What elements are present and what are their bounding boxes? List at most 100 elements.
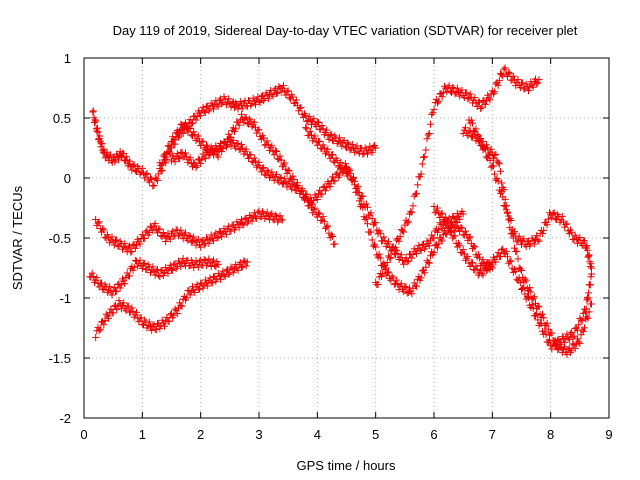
data-point	[91, 116, 99, 124]
data-point	[189, 119, 196, 127]
data-point	[298, 185, 306, 193]
data-point	[157, 162, 165, 170]
data-point	[173, 150, 181, 158]
data-point	[264, 95, 272, 103]
data-point	[204, 146, 212, 154]
data-point	[218, 233, 226, 241]
data-point	[417, 274, 425, 282]
data-point	[392, 244, 399, 252]
data-point	[109, 309, 117, 317]
data-point	[479, 137, 487, 145]
data-point	[459, 246, 467, 254]
data-point	[582, 243, 590, 251]
data-point	[368, 148, 376, 156]
data-point	[446, 222, 454, 230]
data-point	[207, 278, 215, 286]
data-point	[248, 217, 256, 225]
data-point	[473, 265, 481, 273]
data-point	[225, 270, 233, 278]
data-point	[366, 142, 374, 150]
data-point	[134, 262, 142, 270]
data-point	[379, 270, 387, 278]
data-point	[504, 253, 511, 261]
data-point	[113, 236, 121, 244]
data-point	[124, 244, 132, 252]
data-point	[500, 65, 508, 73]
data-point	[512, 267, 520, 275]
data-point	[315, 209, 322, 217]
data-point	[254, 209, 262, 217]
data-point	[129, 307, 137, 315]
data-point	[466, 127, 474, 135]
data-point	[551, 215, 559, 223]
data-point	[225, 222, 233, 230]
data-point	[425, 130, 433, 138]
data-point	[184, 236, 192, 244]
y-tick-label: -1	[59, 291, 71, 306]
data-point	[574, 335, 581, 343]
data-point	[186, 154, 194, 162]
data-point	[385, 238, 392, 246]
data-point	[94, 219, 102, 227]
data-point	[121, 280, 129, 288]
data-point	[276, 212, 284, 220]
data-point	[292, 96, 300, 104]
data-point	[396, 233, 404, 241]
data-point	[302, 124, 310, 132]
data-point	[127, 248, 135, 256]
data-point	[453, 84, 461, 92]
data-point	[166, 235, 174, 243]
data-point	[187, 238, 195, 246]
data-point	[187, 120, 195, 128]
data-point	[235, 146, 243, 154]
data-point	[527, 288, 535, 296]
data-point	[404, 218, 412, 226]
data-point	[89, 108, 97, 116]
data-point	[500, 185, 508, 193]
data-point	[319, 213, 327, 221]
data-point	[586, 281, 594, 289]
data-point	[583, 241, 591, 249]
data-point	[201, 155, 209, 163]
data-point	[409, 202, 417, 210]
data-point	[213, 234, 221, 242]
data-point	[425, 242, 433, 250]
data-point	[509, 234, 517, 242]
data-point	[239, 263, 247, 271]
data-point	[161, 322, 168, 330]
data-point	[372, 144, 380, 152]
data-point	[455, 239, 462, 247]
data-point	[516, 265, 524, 273]
data-point	[318, 122, 326, 130]
data-point	[186, 232, 194, 240]
data-point	[169, 227, 177, 235]
data-point	[535, 76, 543, 84]
data-point	[145, 318, 153, 326]
data-point	[257, 92, 265, 100]
data-point	[521, 275, 529, 283]
data-point	[333, 157, 341, 165]
data-point	[89, 107, 97, 115]
data-point	[323, 223, 331, 231]
data-point	[467, 116, 475, 124]
data-point	[457, 224, 465, 232]
data-point	[499, 245, 507, 253]
data-point	[229, 269, 237, 277]
data-point	[305, 112, 313, 120]
data-point	[260, 134, 268, 142]
data-point	[113, 287, 121, 295]
data-point	[544, 325, 552, 333]
data-point	[325, 135, 333, 143]
data-point	[359, 204, 367, 212]
data-point	[497, 189, 504, 197]
data-point	[285, 167, 293, 175]
data-point	[434, 204, 441, 212]
data-point	[466, 233, 474, 241]
data-point	[255, 98, 263, 106]
data-point	[277, 174, 285, 182]
data-point	[558, 212, 566, 220]
data-point	[204, 282, 212, 290]
data-point	[310, 115, 318, 123]
data-point	[151, 220, 159, 228]
data-point	[242, 262, 250, 270]
